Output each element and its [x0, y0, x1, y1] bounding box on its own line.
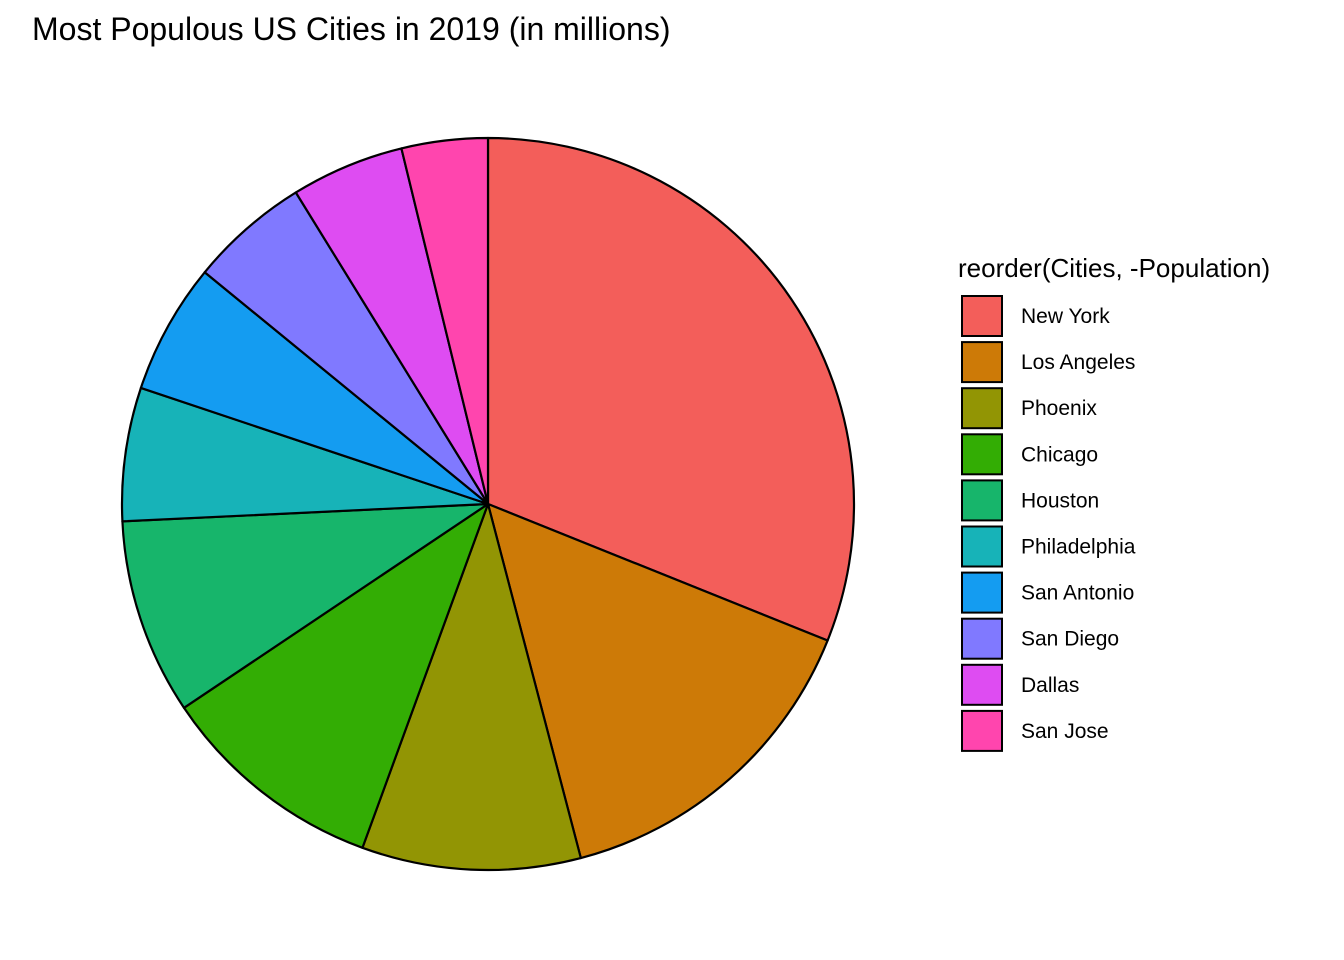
legend-label: Los Angeles — [1021, 351, 1135, 374]
legend-label: Houston — [1021, 489, 1099, 512]
legend-key-phoenix — [961, 387, 1003, 430]
chart-title: Most Populous US Cities in 2019 (in mill… — [32, 11, 670, 47]
legend-key-philadelphia — [961, 525, 1003, 568]
pie-slice-new-york — [486, 136, 856, 642]
legend-key-new-york — [961, 295, 1003, 337]
pie-slice-los-angeles — [486, 502, 829, 860]
legend-key-houston — [961, 479, 1003, 522]
pie-slice-san-jose — [400, 136, 490, 506]
legend-label: San Jose — [1021, 720, 1109, 743]
legend-key-chicago — [961, 433, 1003, 476]
legend-key-dallas — [961, 663, 1003, 706]
pie-slice-san-antonio — [139, 271, 490, 506]
legend-items: New York Los Angeles Phoenix Chicago Houston… — [961, 295, 1136, 752]
legend-key-san-diego — [961, 617, 1003, 660]
pie-slice-philadelphia — [120, 386, 490, 523]
legend-label: San Antonio — [1021, 582, 1134, 605]
legend-label: Chicago — [1021, 443, 1098, 466]
legend-key-san-jose — [961, 709, 1003, 752]
legend-key-los-angeles — [961, 341, 1003, 384]
legend-label: Phoenix — [1021, 397, 1097, 420]
legend-label: Dallas — [1021, 674, 1079, 697]
legend-title: reorder(Cities, -Population) — [958, 253, 1270, 283]
pie-slice-houston — [121, 502, 490, 709]
legend-key-san-antonio — [961, 571, 1003, 614]
legend-label: New York — [1021, 305, 1110, 328]
legend-label: Philadelphia — [1021, 536, 1136, 559]
pie-slice-chicago — [182, 502, 490, 849]
pie-slices — [120, 136, 856, 872]
legend-label: San Diego — [1021, 628, 1119, 651]
pie-slice-phoenix — [361, 502, 582, 872]
legend: reorder(Cities, -Population) New York Los… — [958, 253, 1270, 752]
